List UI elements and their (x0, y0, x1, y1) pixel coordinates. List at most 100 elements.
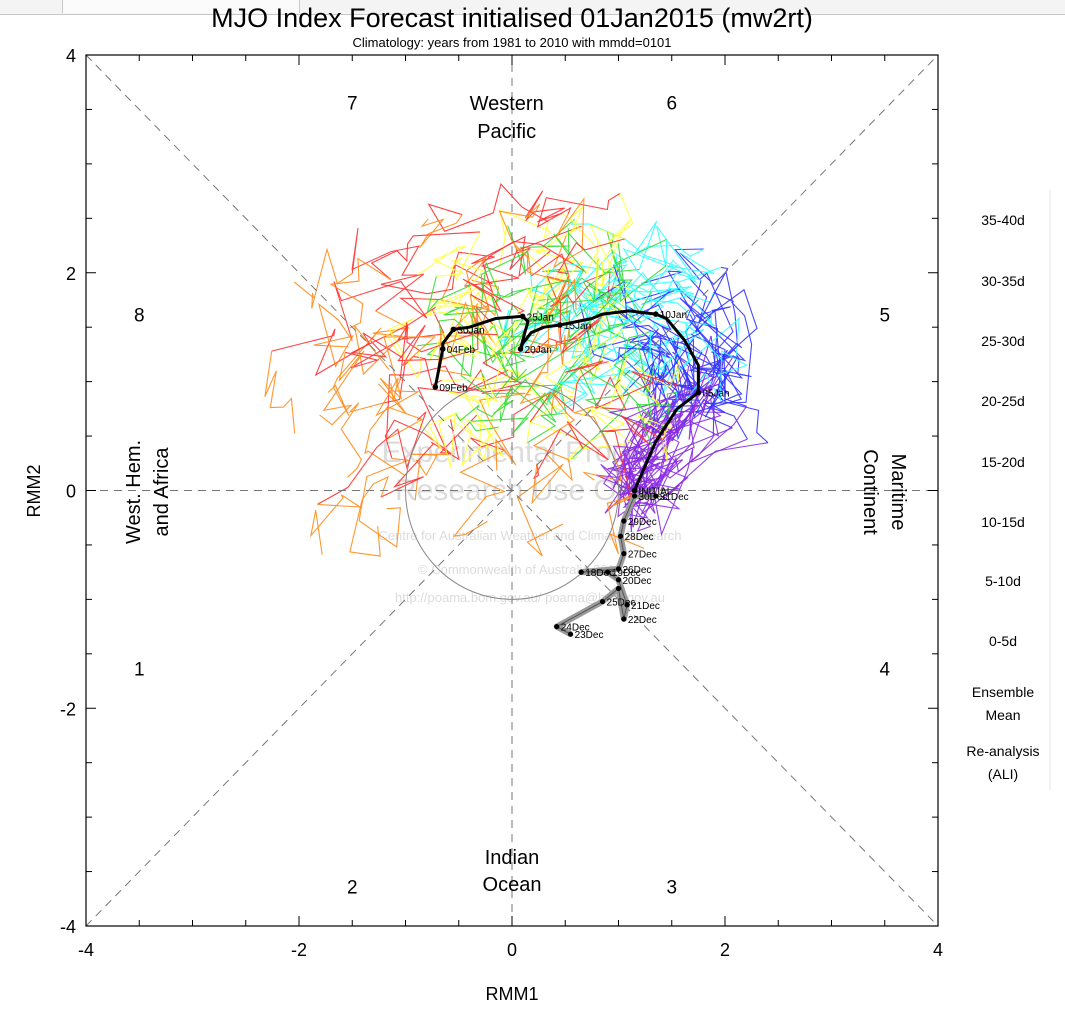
ensemble-member-trajectory (556, 354, 621, 415)
ensemble-member-trajectory (327, 327, 382, 416)
x-tick-label: -4 (78, 940, 94, 960)
reanalysis-date-label: 31Dec (660, 492, 689, 503)
legend-entry-label: Re-analysis (966, 743, 1039, 759)
y-tick-label: 4 (66, 46, 76, 66)
ensemble-mean-point (450, 326, 457, 333)
ensemble-member-trajectory (313, 302, 354, 368)
browser-tab[interactable] (62, 0, 300, 13)
ensemble-member-trajectory (583, 267, 630, 322)
phase-label: 2 (347, 877, 358, 898)
ensemble-member-trajectory (499, 369, 545, 412)
ensemble-member-trajectory (563, 291, 642, 346)
ensemble-member-trajectory (622, 361, 687, 429)
ensemble-member-trajectory (575, 282, 630, 366)
ensemble-member-trajectory (375, 377, 420, 417)
ensemble-member-trajectory (375, 263, 493, 312)
ensemble-member-trajectory (551, 360, 609, 413)
region-label-right: Maritime (887, 454, 909, 531)
ensemble-mean-date-label: 20Jan (525, 345, 552, 356)
reanalysis-date-label: 19Dec (612, 568, 641, 579)
reanalysis-point (615, 566, 622, 572)
ensemble-member-trajectory (607, 388, 696, 495)
ensemble-member-trajectory (627, 398, 720, 494)
ensemble-member-trajectory (370, 231, 481, 281)
ensemble-member-trajectory (526, 248, 577, 317)
ensemble-member-trajectory (517, 285, 541, 320)
ensemble-member-trajectory (628, 442, 769, 510)
reanalysis-point (618, 533, 624, 539)
reanalysis-point (624, 602, 630, 608)
reanalysis-point (578, 569, 584, 575)
ensemble-mean-date-label: 10Jan (660, 310, 687, 321)
region-label-right: Continent (859, 449, 881, 535)
legend-entry-label: Mean (985, 707, 1020, 723)
x-axis-label: RMM1 (486, 984, 539, 1004)
reanalysis-date-label: 30Dec (638, 492, 667, 503)
ensemble-member-trajectory (349, 475, 389, 557)
legend-entry-label: 15-20d (981, 454, 1025, 470)
region-label-top: Pacific (477, 121, 536, 143)
ensemble-member-trajectory (581, 354, 628, 416)
phase-label: 7 (347, 93, 358, 114)
reanalysis-point (621, 551, 627, 557)
ensemble-member-trajectory (572, 406, 622, 482)
ensemble-member-trajectory (378, 336, 437, 415)
ensemble-member-trajectory (613, 346, 655, 421)
ensemble-member-trajectory (703, 291, 753, 405)
ensemble-mean-date-label: 15Jan (564, 321, 591, 332)
ensemble-member-trajectory (329, 257, 392, 329)
ensemble-member-trajectory (624, 392, 693, 519)
watermark-text: © Commonwealth of Australia 2014 (418, 562, 622, 577)
ensemble-member-trajectory (454, 378, 548, 422)
reanalysis-point (621, 616, 627, 622)
ensemble-member-trajectory (532, 392, 576, 482)
ensemble-mean-date-label: 30Jan (457, 325, 484, 336)
ensemble-mean-point (517, 346, 524, 352)
x-tick-label: 0 (507, 940, 517, 960)
ensemble-member-trajectory (570, 219, 679, 285)
legend-entry-label: Ensemble (972, 684, 1034, 700)
reanalysis-date-label: 26Dec (623, 565, 652, 576)
ensemble-member-trajectory (450, 231, 484, 308)
region-label-bottom: Ocean (483, 874, 542, 896)
ensemble-member-trajectory (519, 343, 561, 415)
ensemble-member-trajectory (333, 280, 441, 341)
ensemble-member-trajectory (532, 311, 608, 355)
ensemble-member-trajectory (425, 287, 477, 316)
ensemble-mean-point (519, 313, 526, 320)
reanalysis-date-label: 18Dec (585, 568, 614, 579)
ensemble-member-trajectory (585, 281, 691, 316)
ensemble-member-trajectory (264, 351, 296, 434)
ensemble-member-trajectory (534, 225, 584, 311)
ensemble-mean-point (557, 322, 563, 328)
ensemble-member-trajectory (628, 335, 712, 486)
ensemble-member-trajectory (498, 208, 552, 269)
ensemble-member-trajectory (565, 250, 629, 303)
ensemble-member-trajectory (524, 190, 565, 223)
ensemble-member-trajectory (619, 359, 681, 410)
y-tick-label: 2 (66, 264, 76, 284)
ensemble-mean-date-label: 05Jan (702, 389, 729, 400)
ensemble-member-trajectory (462, 278, 525, 315)
ensemble-member-trajectory (694, 306, 743, 378)
ensemble-member-trajectory (687, 318, 744, 418)
ensemble-member-trajectory (600, 369, 687, 496)
ensemble-mean-point (439, 346, 446, 352)
ensemble-member-trajectory (591, 371, 679, 411)
region-label-bottom: Indian (485, 847, 540, 869)
ensemble-member-trajectory (417, 246, 467, 277)
ensemble-member-trajectory (636, 405, 748, 491)
y-axis-label: RMM2 (24, 465, 44, 518)
browser-tab-bar (0, 0, 1065, 15)
ensemble-member-trajectory (530, 238, 625, 277)
ensemble-member-trajectory (497, 309, 550, 379)
unit-circle (405, 381, 619, 600)
ensemble-member-trajectory (399, 322, 498, 381)
phase-label: 8 (134, 306, 145, 327)
ensemble-member-trajectory (525, 311, 562, 396)
ensemble-mean-date-label: 09Feb (439, 383, 468, 394)
ensemble-member-trajectory (419, 214, 463, 248)
ensemble-member-trajectory (482, 311, 570, 367)
phase-label: 6 (666, 93, 677, 114)
ensemble-mean-date-label: 04Feb (447, 345, 476, 356)
